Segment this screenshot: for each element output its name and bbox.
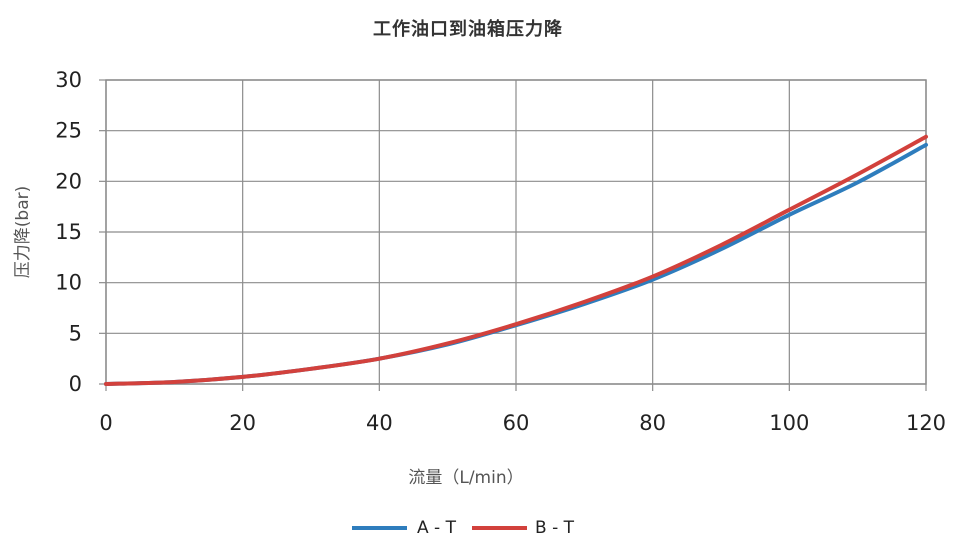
- plot-area-border: [105, 79, 927, 385]
- y-tick-label: 20: [55, 169, 82, 193]
- y-tick-label: 15: [55, 220, 82, 244]
- x-tick-label: 80: [639, 411, 666, 435]
- legend-label-b-t: B - T: [535, 518, 575, 538]
- y-tick-label: 5: [69, 321, 82, 345]
- x-tick-label: 20: [229, 411, 256, 435]
- x-tick-label: 120: [906, 411, 946, 435]
- grid-lines: [99, 79, 927, 391]
- legend: A - T B - T: [352, 518, 575, 538]
- x-tick-label: 100: [769, 411, 809, 435]
- y-axis-label: 压力降(bar): [13, 186, 33, 278]
- y-tick-label: 10: [55, 271, 82, 295]
- y-tick-label: 30: [55, 68, 82, 92]
- x-tick-label: 0: [99, 411, 112, 435]
- series-line-b-t: [104, 134, 928, 386]
- x-tick-label: 60: [503, 411, 530, 435]
- x-tick-label: 40: [366, 411, 393, 435]
- y-tick-labels: 0 5 10 15 20 25 30: [55, 68, 82, 396]
- chart-title: 工作油口到油箱压力降: [373, 18, 563, 40]
- x-tick-labels: 0 20 40 60 80 100 120: [99, 411, 946, 435]
- x-axis-label: 流量（L/min）: [408, 468, 523, 488]
- legend-label-a-t: A - T: [417, 518, 457, 538]
- y-tick-label: 0: [69, 372, 82, 396]
- series-lines: [104, 134, 928, 386]
- y-tick-label: 25: [55, 119, 82, 143]
